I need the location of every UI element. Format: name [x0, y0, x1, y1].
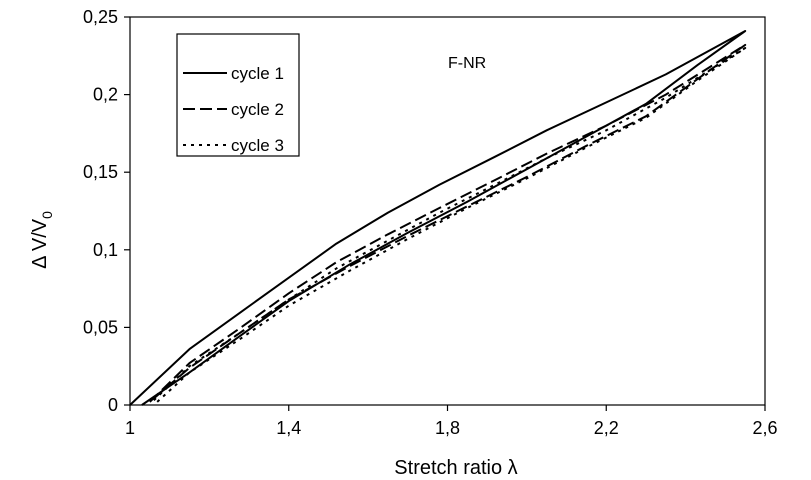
y-axis-label-subscript: 0: [39, 211, 55, 219]
y-tick-label: 0,2: [93, 85, 118, 105]
y-tick-label: 0: [108, 395, 118, 415]
x-axis-label: Stretch ratio λ: [394, 457, 517, 479]
x-tick-label: 1,4: [276, 418, 301, 438]
svg-text:Δ V/V0: Δ V/V0: [29, 211, 55, 269]
series-line-cycle-2: [149, 43, 747, 403]
legend-label-cycle-3: cycle 3: [231, 136, 284, 155]
y-axis-label: Δ V/V0: [29, 211, 55, 269]
series-lines: [129, 30, 747, 406]
x-tick-label: 1: [125, 418, 135, 438]
legend-label-cycle-1: cycle 1: [231, 64, 284, 83]
x-axis-ticks: 1 1,4 1,8 2,2 2,6: [125, 405, 778, 438]
legend: cycle 1 cycle 2 cycle 3: [176, 33, 300, 157]
y-axis-label-main: Δ V/V: [29, 218, 51, 269]
y-tick-label: 0,15: [83, 162, 118, 182]
series-line-cycle-3: [153, 47, 747, 406]
x-tick-label: 1,8: [435, 418, 460, 438]
legend-box: [176, 33, 300, 157]
y-tick-label: 0,1: [93, 240, 118, 260]
y-axis-ticks: 0 0,05 0,1 0,15 0,2 0,25: [83, 7, 130, 415]
x-tick-label: 2,6: [752, 418, 777, 438]
x-tick-label: 2,2: [594, 418, 619, 438]
y-tick-label: 0,05: [83, 317, 118, 337]
legend-label-cycle-2: cycle 2: [231, 100, 284, 119]
y-tick-label: 0,25: [83, 7, 118, 27]
chart-annotation: F-NR: [448, 55, 486, 72]
